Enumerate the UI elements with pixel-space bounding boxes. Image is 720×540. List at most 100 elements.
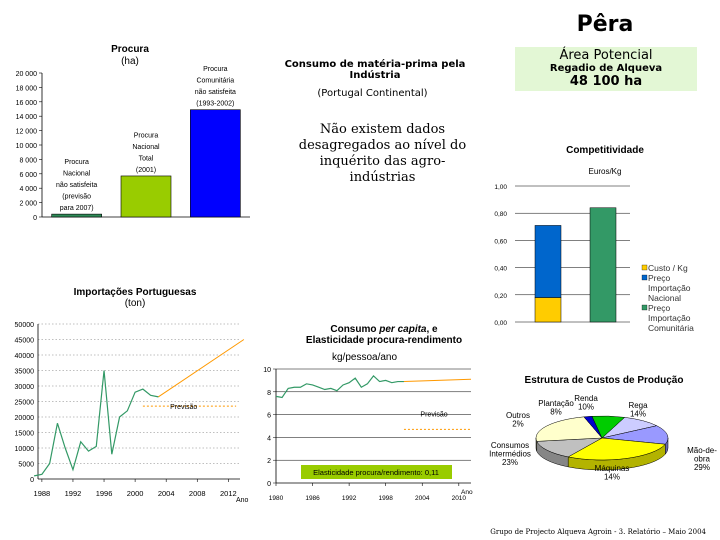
consumo-forecast-label: Previsão (420, 411, 447, 418)
consumo-title: Consumo de matéria-prima pela Indústria (284, 59, 466, 81)
competitividade-ytick-label: 0,60 (494, 238, 507, 245)
procura-bar (120, 175, 172, 218)
procura-bar-label: Nacional (132, 144, 160, 151)
elasticity-box (301, 465, 452, 479)
procura-ytick-label: 18 000 (16, 85, 38, 92)
procura-chart: Procura (ha) 0 2 000 4 000 6 000 8 000 10 000… (16, 44, 250, 222)
estrutura-custos-title: Estrutura de Custos de Produção (525, 375, 684, 386)
pie-slice-label: 10% (578, 403, 594, 412)
consumo-xlabel: Ano (461, 489, 473, 496)
competitividade-ylabel: Euros/Kg (589, 167, 622, 176)
importacoes-xtick-label: 2000 (127, 489, 144, 498)
procura-bar-label: Total (139, 155, 154, 162)
procura-ytick-label: 6 000 (19, 172, 37, 179)
pie-slice-label: Consumos (491, 441, 529, 450)
consumo-ytick-label: 4 (267, 435, 271, 442)
pie-slice-label: Rega (628, 401, 648, 410)
title-part-per-capita: per capita (378, 324, 427, 335)
pie-slice-label: Máquinas (595, 464, 630, 473)
procura-bar-label: (1993-2002) (196, 101, 234, 108)
importacoes-xlabel: Ano (236, 497, 249, 504)
importacoes-ytick-label: 0 (30, 477, 34, 484)
area-line3: 48 100 ha (569, 74, 643, 89)
estrutura-custos-chart: Estrutura de Custos de Produção Renda10%… (489, 375, 717, 482)
competitividade-legend-label: Comunitária (648, 323, 694, 333)
pie-slice-label: 29% (694, 463, 710, 472)
procura-ytick-label: 2 000 (19, 201, 37, 208)
competitividade-legend-label: Nacional (648, 293, 681, 303)
pie-slice-label: Intermédios (489, 450, 531, 459)
procura-ytick-label: 4 000 (19, 186, 37, 193)
importacoes-xtick-label: 2008 (189, 489, 206, 498)
consumo-ytick-label: 8 (267, 390, 271, 397)
consumo-series-line (275, 374, 404, 399)
consumo-xtick-label: 1986 (305, 495, 320, 502)
pie-slice-label: Outros (506, 411, 530, 420)
competitividade-legend-label: Preço (648, 303, 670, 313)
competitividade-ytick-label: 0,20 (494, 293, 507, 300)
procura-ytick-label: 12 000 (16, 129, 38, 136)
area-line2: Regadio de Alqueva (549, 63, 663, 74)
importacoes-ytick-label: 50000 (15, 322, 35, 329)
competitividade-title: Competitividade (566, 145, 644, 156)
procura-ytick-label: 20 000 (16, 71, 38, 78)
consumo-per-capita-title-line2: Elasticidade procura-rendimento (306, 335, 462, 346)
competitividade-bar-segment (589, 207, 617, 323)
importacoes-ytick-label: 5000 (18, 462, 34, 469)
procura-bar-label: Procura (203, 66, 228, 73)
consumo-xtick-label: 1998 (378, 495, 393, 502)
importacoes-title: Importações Portuguesas (74, 287, 197, 298)
procura-bar-label: Procura (64, 159, 89, 166)
procura-ytick-label: 0 (33, 215, 37, 222)
importacoes-ytick-label: 30000 (15, 384, 35, 391)
importacoes-xtick-label: 2012 (220, 489, 237, 498)
procura-ytick-label: 14 000 (16, 114, 38, 121)
pie-slice (535, 416, 603, 442)
procura-ytick-label: 10 000 (16, 143, 38, 150)
competitividade-ytick-label: 0,40 (494, 266, 507, 273)
competitividade-legend-swatch (641, 274, 648, 281)
competitividade-legend-label: Importação (648, 283, 691, 293)
competitividade-chart: Competitividade Euros/Kg 0,00 0,20 0,40 0,6… (494, 145, 694, 333)
importacoes-series-line (33, 370, 159, 477)
competitividade-bar-segment (534, 297, 562, 323)
procura-bar-label: para 2007) (60, 205, 94, 212)
procura-bar-label: (2001) (136, 167, 156, 174)
consumo-per-capita-chart: Consumo per capita, e Elasticidade procu… (263, 324, 473, 502)
pie-slice-label: 2% (512, 420, 524, 429)
consumo-subtitle: (Portugal Continental) (317, 88, 428, 99)
importacoes-ytick-label: 10000 (15, 446, 35, 453)
importacoes-ytick-label: 25000 (15, 400, 35, 407)
consumo-xtick-label: 2010 (452, 495, 467, 502)
title-part-consumo: Consumo (330, 324, 379, 335)
consumo-ytick-label: 2 (267, 458, 271, 465)
pie-slice-label: 8% (550, 408, 562, 417)
consumo-ytick-label: 10 (263, 367, 271, 374)
consumo-xtick-label: 1980 (269, 495, 284, 502)
procura-subtitle: (ha) (121, 56, 139, 67)
competitividade-legend-label: Importação (648, 313, 691, 323)
consumo-xtick-label: 2004 (415, 495, 430, 502)
pie-slice-label: 14% (630, 410, 646, 419)
consumo-ylabel: kg/pessoa/ano (332, 352, 397, 363)
procura-title: Procura (111, 44, 149, 55)
consumo-per-capita-title: Consumo per capita, e (330, 324, 438, 335)
competitividade-legend-swatch (641, 304, 648, 311)
competitividade-ytick-label: 0,80 (494, 211, 507, 218)
pie-slice-label: Renda (574, 394, 598, 403)
area-potencial-box: Área Potencial Regadio de Alqueva 48 100… (515, 47, 697, 91)
procura-bar (51, 213, 102, 218)
pie-slice-label: 14% (604, 473, 620, 482)
consumo-ytick-label: 6 (267, 413, 271, 420)
importacoes-forecast-label: Previsão (170, 404, 197, 411)
competitividade-ytick-label: 1,00 (494, 184, 507, 191)
pie-slice-label: Mão-de- (687, 446, 717, 455)
procura-bar-label: não satisfeita (195, 89, 236, 96)
pie-slice (591, 415, 626, 439)
competitividade-legend-label: Preço (648, 273, 670, 283)
pie-slice-label: obra (694, 455, 711, 464)
importacoes-ytick-label: 15000 (15, 431, 35, 438)
importacoes-xtick-label: 1992 (65, 489, 82, 498)
importacoes-subtitle: (ton) (125, 298, 146, 309)
importacoes-ytick-label: 40000 (15, 353, 35, 360)
